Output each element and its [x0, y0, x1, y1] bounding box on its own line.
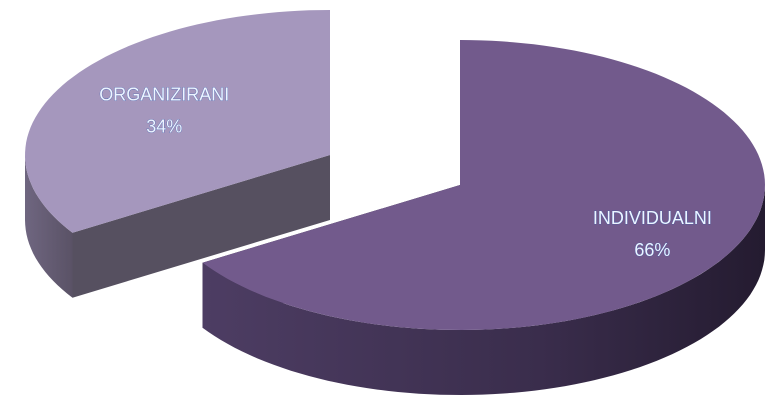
pie: [25, 10, 765, 395]
slice-top: [25, 10, 330, 233]
slice: [25, 10, 330, 298]
slice-top: [202, 40, 765, 330]
slice: [202, 40, 765, 395]
slice-wall: [202, 185, 765, 395]
slice-label: ORGANIZIRANI: [99, 84, 229, 104]
slice-label: INDIVIDUALNI: [593, 208, 712, 228]
slice-value-label: 34%: [146, 116, 182, 136]
labels: ORGANIZIRANI 34% INDIVIDUALNI 66%: [99, 84, 712, 260]
slice-side: [72, 155, 330, 298]
slice-wall: [25, 155, 73, 298]
slice-value-label: 66%: [634, 240, 670, 260]
